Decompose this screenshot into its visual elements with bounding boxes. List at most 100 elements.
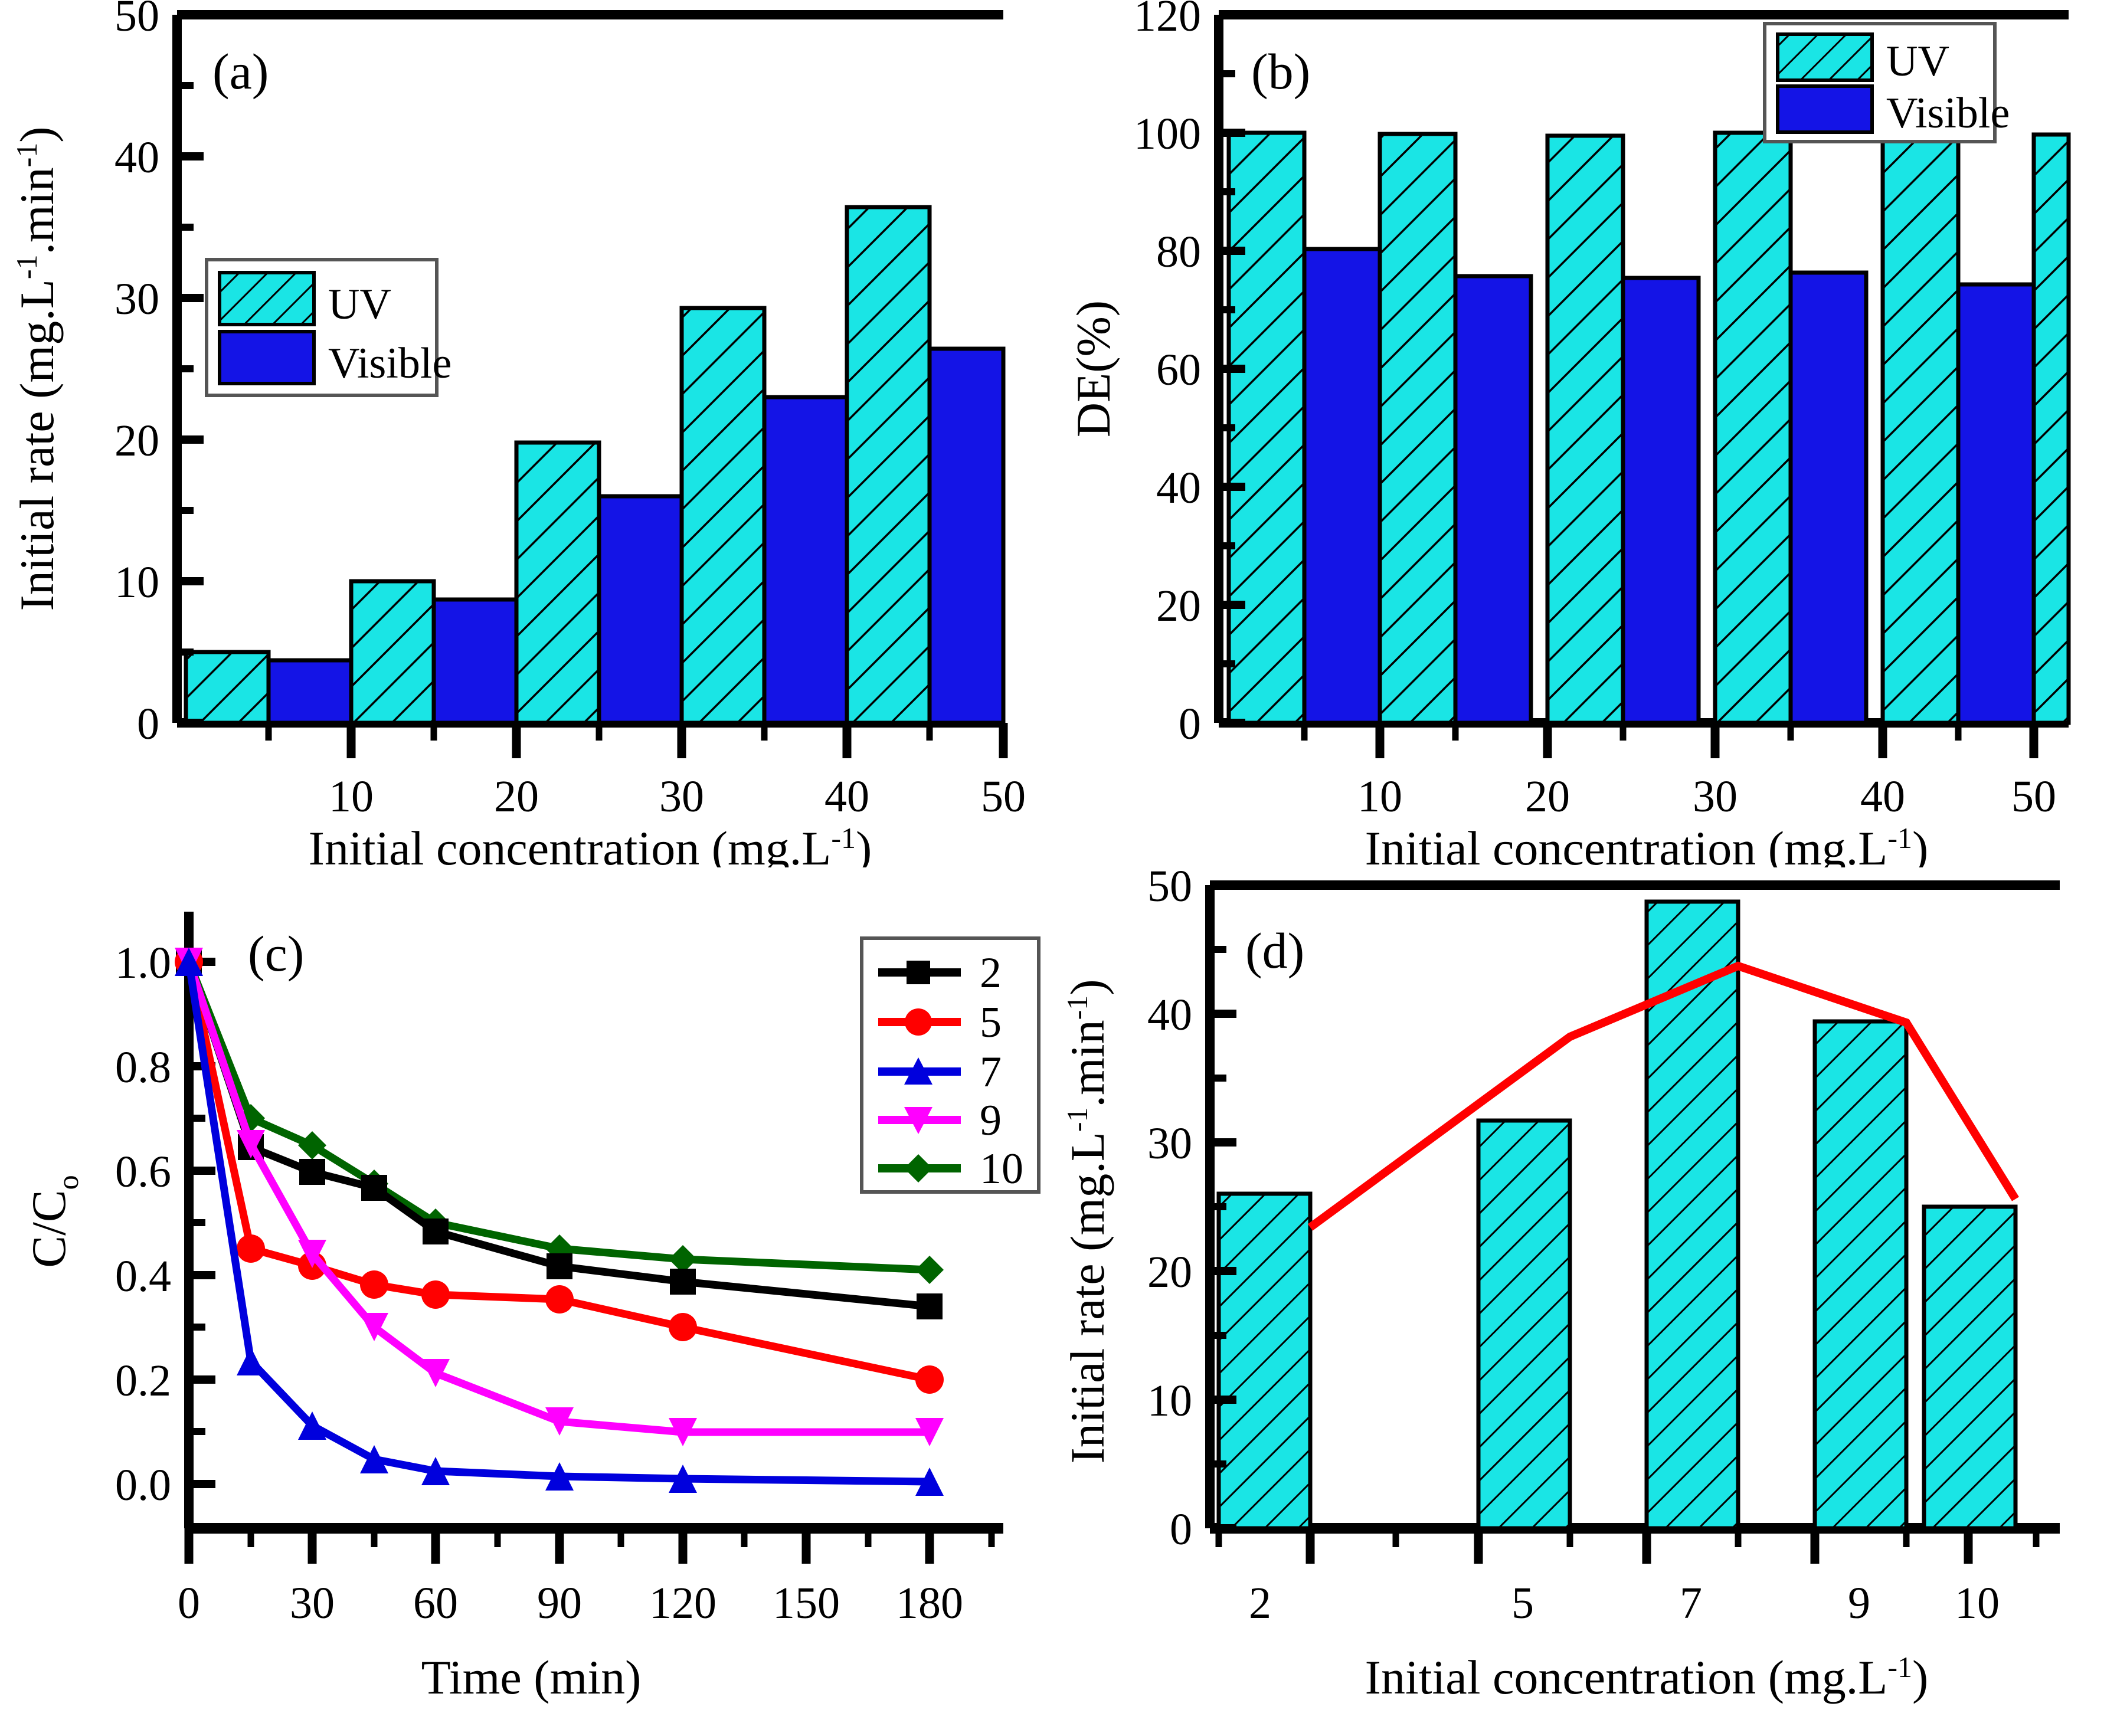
panel-b-xticks	[1301, 723, 2039, 758]
legend-label-5: 5	[980, 998, 1002, 1047]
legend-label-visible: Visible	[328, 339, 451, 388]
panel-d-yticklabels: 0 10 20 30 40 50	[1147, 867, 1192, 1554]
ytick-label: 20	[114, 416, 159, 466]
ytick-label: 0.6	[115, 1147, 171, 1197]
legend-marker-triangle-up	[904, 1057, 932, 1085]
legend-swatch-uv	[218, 271, 316, 326]
ytick-label: 40	[114, 133, 159, 182]
trend-line	[1307, 961, 2019, 1231]
ytick-label: 0.8	[115, 1043, 171, 1092]
ylabel-text: DE(%)	[1066, 300, 1120, 437]
ytick-label: 30	[1147, 1119, 1192, 1168]
xlabel-main: Initial concentration (mg.L	[1365, 821, 1888, 867]
ylabel-mid: .min	[1061, 1020, 1114, 1107]
xlabel-main: Initial concentration (mg.L	[1365, 1650, 1888, 1704]
ylabel-end: )	[1061, 979, 1114, 995]
ytick-label: 60	[1156, 345, 1201, 395]
panel-c-yticklabels: 0.0 0.2 0.4 0.6 0.8 1.0	[115, 938, 171, 1510]
panel-d-ylabel: Initial rate (mg.L-1.min-1)	[1061, 979, 1114, 1463]
panel-a: 0 10 20 30 40 50 10	[0, 0, 1056, 867]
bar-visible	[1453, 274, 1533, 725]
ytick-label: 50	[114, 0, 159, 41]
xtick-label: 20	[1525, 772, 1570, 821]
ytick-label: 0.4	[115, 1252, 171, 1301]
legend-label-10: 10	[980, 1145, 1023, 1193]
bar-uv	[2031, 132, 2071, 725]
ylabel-sup: -1	[1061, 995, 1094, 1020]
ytick-label: 10	[1147, 1376, 1192, 1426]
bar-visible	[266, 658, 354, 725]
bar-rate	[1216, 1191, 1313, 1531]
panel-c-ylabel: C/Co	[22, 1175, 84, 1267]
xlabel-end: )	[856, 821, 872, 867]
panel-b-xlabel: Initial concentration (mg.L-1)	[1365, 821, 1929, 867]
legend-swatch-visible	[218, 330, 316, 385]
panel-d-bars	[1216, 899, 2018, 1531]
ylabel-sup: -1	[10, 143, 43, 168]
panel-a-xlabel: Initial concentration (mg.L-1)	[309, 821, 872, 867]
panel-b-legend: UV Visible	[1763, 22, 2010, 143]
ytick-label: 80	[1156, 227, 1201, 277]
ylabel-main: C/C	[22, 1190, 76, 1267]
ylabel-mid: .min	[10, 167, 64, 254]
panel-label: (c)	[248, 925, 304, 982]
svg-text:Initial rate (mg.L-1.min-1): Initial rate (mg.L-1.min-1)	[10, 126, 64, 611]
series-10	[175, 948, 944, 1284]
panel-c-legend: 2 5 7 9 10	[860, 936, 1040, 1194]
panel-b-xticklabels: 10 20 30 40 50	[1357, 772, 2056, 821]
legend-marker-square	[907, 961, 930, 984]
ytick-label: 40	[1147, 990, 1192, 1040]
xlabel-sup: -1	[1887, 821, 1912, 854]
xtick-label: 150	[773, 1578, 840, 1628]
legend-swatch-uv	[1776, 32, 1874, 82]
xtick-label: 50	[981, 772, 1026, 821]
ylabel-end: )	[10, 126, 64, 142]
panel-c-xticklabels: 0 30 60 90 120 150 180	[178, 1578, 963, 1628]
legend-marker-diamond	[904, 1154, 932, 1183]
ytick-label: 120	[1134, 0, 1201, 41]
xtick-label: 180	[896, 1578, 963, 1628]
bar-uv	[349, 579, 436, 725]
legend-label-2: 2	[980, 949, 1002, 997]
panel-c-xlabel: Time (min)	[421, 1650, 642, 1704]
ylabel-sup: -1	[10, 255, 43, 280]
xlabel-end: )	[1912, 1650, 1928, 1704]
ytick-label: 100	[1134, 109, 1201, 159]
panel-label: (d)	[1245, 922, 1304, 979]
bar-rate	[1812, 1019, 1909, 1531]
bar-visible	[1621, 276, 1701, 725]
legend-label-7: 7	[980, 1048, 1002, 1096]
ylabel-main: Initial rate (mg.L	[1061, 1132, 1114, 1463]
bar-uv	[1226, 130, 1307, 725]
ytick-label: 20	[1147, 1247, 1192, 1297]
bar-uv	[184, 650, 271, 725]
panel-d-xticks	[1215, 1528, 2040, 1564]
xtick-label: 50	[2011, 772, 2056, 821]
bar-visible	[597, 494, 684, 725]
ytick-label: 1.0	[115, 938, 171, 988]
panel-c-xticks	[184, 1528, 995, 1564]
xtick-label: 10	[329, 772, 374, 821]
xtick-label: 40	[824, 772, 869, 821]
panel-c: 0.0 0.2 0.4 0.6 0.8 1.0	[0, 867, 1056, 1736]
legend-label-visible: Visible	[1886, 89, 2010, 137]
bar-visible	[1956, 282, 2036, 725]
xtick-label: 30	[290, 1578, 335, 1628]
panel-d-xticklabels: 2 5 7 9 10	[1249, 1578, 2000, 1628]
panel-d: 0 10 20 30 40 50 2	[1056, 867, 2117, 1736]
panel-a-legend: UV Visible	[205, 258, 451, 397]
svg-text:Initial rate (mg.L-1.min-1): Initial rate (mg.L-1.min-1)	[1061, 979, 1114, 1463]
ytick-label: 0.2	[115, 1356, 171, 1406]
series-5	[175, 948, 944, 1394]
panel-b-ylabel: DE(%)	[1066, 300, 1120, 437]
panel-b: 0 20 40 60 80 100 120 10	[1056, 0, 2117, 867]
xtick-label: 10	[1357, 772, 1402, 821]
bar-uv	[679, 306, 767, 725]
legend-marker-circle	[905, 1008, 932, 1036]
xlabel-main: Initial concentration (mg.L	[309, 821, 832, 867]
bar-uv	[1880, 133, 1961, 725]
panel-d-xlabel: Initial concentration (mg.L-1)	[1365, 1650, 1929, 1704]
ytick-label: 0	[137, 699, 159, 749]
bar-uv	[1545, 133, 1625, 725]
